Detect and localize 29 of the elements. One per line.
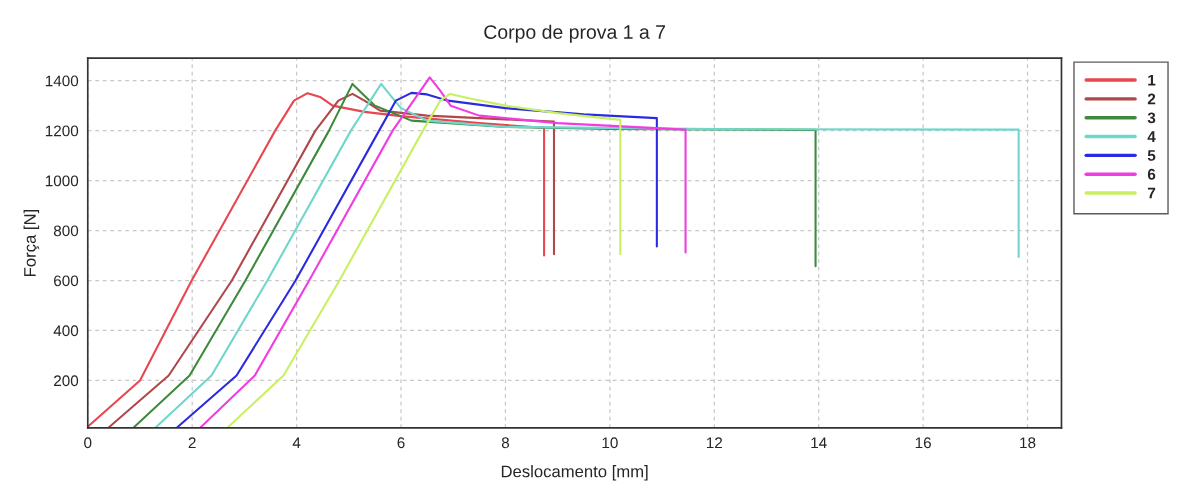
legend-label: 1: [1148, 74, 1156, 86]
y-tick-label: 800: [53, 225, 79, 237]
legend-label: 4: [1147, 131, 1156, 142]
x-tick-label: 6: [397, 437, 405, 449]
x-tick-label: 18: [1020, 437, 1036, 449]
chart-title: Corpo de prova 1 a 7: [484, 24, 665, 43]
y-tick-label: 1400: [45, 75, 79, 87]
legend-label: 3: [1147, 112, 1156, 124]
legend-label: 5: [1147, 150, 1156, 161]
y-axis-title: Força [N]: [23, 209, 40, 276]
y-tick-label: 600: [54, 275, 79, 287]
x-tick-label: 4: [292, 437, 301, 449]
legend-label: 6: [1147, 168, 1156, 180]
y-tick-label: 400: [53, 325, 79, 337]
y-tick-label: 1200: [45, 125, 79, 137]
x-tick-label: 12: [706, 437, 723, 449]
x-tick-label: 10: [602, 437, 618, 449]
legend-label: 7: [1147, 187, 1156, 199]
x-tick-label: 0: [84, 437, 92, 449]
line-series: [226, 92, 622, 428]
legend-label: 2: [1147, 93, 1156, 105]
line-series: [154, 82, 1020, 428]
x-tick-label: 16: [915, 437, 931, 449]
y-tick-label: 200: [54, 375, 79, 387]
y-tick-label: 1000: [45, 175, 79, 187]
x-tick-label: 14: [811, 437, 827, 449]
x-tick-label: 8: [501, 437, 510, 449]
x-tick-label: 2: [188, 437, 196, 449]
x-axis-title: Deslocamento [mm]: [501, 465, 648, 481]
